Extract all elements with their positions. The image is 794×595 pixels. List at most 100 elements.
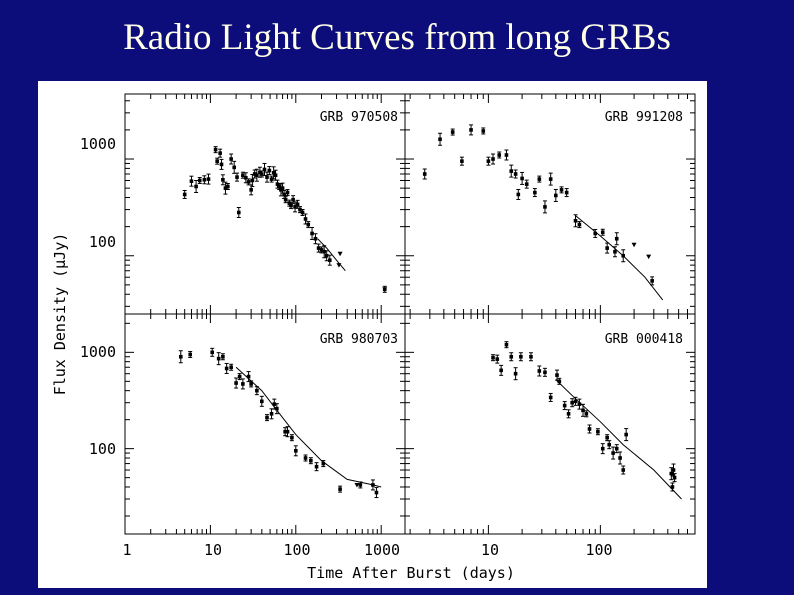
panel-frame-bottom-left <box>124 313 406 535</box>
data-point <box>554 193 558 198</box>
data-point <box>314 464 319 469</box>
data-point <box>504 342 509 347</box>
panel-title-grb-991208: GRB 991208 <box>605 110 683 125</box>
data-point <box>293 205 297 209</box>
data-point <box>197 178 202 183</box>
data-point <box>269 412 274 416</box>
data-point <box>300 210 305 215</box>
data-point <box>316 246 321 250</box>
data-point <box>229 365 233 370</box>
data-point <box>226 184 230 189</box>
x-tick-label-right-100: 100 <box>585 541 612 559</box>
data-point <box>249 188 253 192</box>
data-point <box>219 162 224 167</box>
data-point <box>593 231 598 236</box>
data-point <box>327 258 332 262</box>
data-point <box>621 468 626 472</box>
data-point <box>249 382 253 386</box>
data-point <box>241 173 245 178</box>
data-point <box>235 175 239 179</box>
data-point <box>529 354 533 359</box>
x-tick-label-right-10: 10 <box>481 541 499 559</box>
data-point <box>491 355 495 360</box>
data-point <box>280 186 285 190</box>
data-point <box>223 186 228 190</box>
data-point <box>295 202 300 207</box>
y-tick-label-top-1000: 1000 <box>80 135 116 153</box>
panel-title-grb-980703: GRB 980703 <box>320 332 398 347</box>
data-point <box>481 129 486 133</box>
data-point <box>621 253 626 258</box>
data-point <box>322 249 326 254</box>
data-point <box>252 172 257 176</box>
data-point <box>562 403 567 408</box>
y-tick-label-top-100: 100 <box>89 233 116 251</box>
data-point <box>260 399 264 404</box>
data-point <box>250 178 255 183</box>
axis-ticks <box>124 94 696 534</box>
data-point <box>289 203 293 208</box>
data-point <box>577 222 582 227</box>
data-point <box>564 190 569 195</box>
data-point <box>559 188 564 192</box>
data-point <box>221 354 225 359</box>
data-point <box>321 461 326 466</box>
data-point <box>537 369 542 373</box>
data-point <box>650 279 654 283</box>
data-point <box>509 354 514 359</box>
data-point <box>600 446 605 451</box>
data-point <box>491 157 495 161</box>
data-point <box>358 483 363 487</box>
data-point <box>265 175 269 179</box>
data-point <box>469 128 473 132</box>
data-point <box>283 197 288 202</box>
data-point <box>486 159 491 163</box>
panel-title-grb-000418: GRB 000418 <box>605 332 683 347</box>
data-point <box>309 458 313 463</box>
data-point <box>338 487 342 491</box>
data-point <box>262 167 267 172</box>
data-point <box>516 192 521 197</box>
data-point <box>605 435 609 440</box>
data-point <box>267 168 272 173</box>
data-point <box>269 177 274 181</box>
data-point <box>520 176 524 181</box>
data-point <box>509 169 514 173</box>
upper-limit-marker <box>382 287 388 292</box>
data-point <box>244 175 248 180</box>
data-point <box>573 399 578 404</box>
panel-title-grb-970508: GRB 970508 <box>320 110 398 125</box>
data-marks <box>178 124 682 500</box>
data-point <box>282 192 286 197</box>
x-tick-label-1000: 1000 <box>364 541 400 559</box>
model-curve <box>235 366 382 488</box>
data-point <box>291 197 295 202</box>
data-point <box>202 177 207 182</box>
data-point <box>283 429 287 434</box>
x-tick-label-10: 10 <box>204 541 222 559</box>
data-point <box>497 153 502 157</box>
data-point <box>236 210 241 215</box>
y-tick-label-bottom-1000: 1000 <box>80 343 116 361</box>
data-point <box>519 354 523 359</box>
data-point <box>371 483 375 487</box>
data-point <box>611 451 615 455</box>
data-point <box>513 172 518 176</box>
data-point <box>422 172 427 176</box>
data-point <box>232 165 237 170</box>
data-point <box>234 381 238 385</box>
data-point <box>607 442 612 447</box>
data-point <box>543 205 547 209</box>
data-point <box>557 379 562 384</box>
model-curve <box>555 379 682 500</box>
data-point <box>265 415 269 420</box>
data-point <box>237 374 242 379</box>
data-point <box>600 230 605 235</box>
data-point <box>537 177 542 181</box>
y-tick-label-bottom-100: 100 <box>89 440 116 458</box>
data-point <box>460 159 464 163</box>
data-point <box>298 207 302 212</box>
data-point <box>548 395 553 400</box>
data-point <box>573 218 578 223</box>
data-point <box>285 429 290 434</box>
